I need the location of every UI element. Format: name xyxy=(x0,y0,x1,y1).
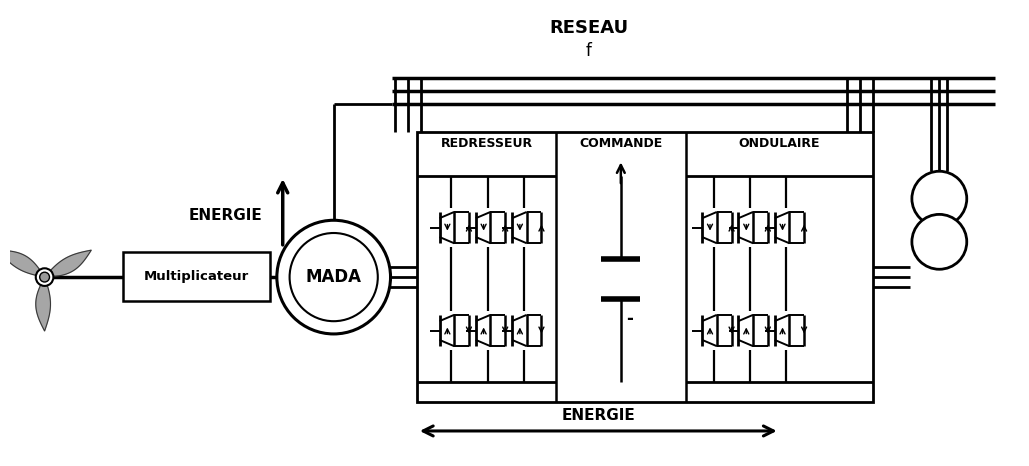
Text: RESEAU: RESEAU xyxy=(548,20,628,37)
Polygon shape xyxy=(36,277,50,331)
Text: ENERGIE: ENERGIE xyxy=(562,408,635,423)
Circle shape xyxy=(912,214,967,269)
Text: f: f xyxy=(586,42,592,60)
Polygon shape xyxy=(0,250,44,277)
Circle shape xyxy=(289,233,378,321)
Text: ENERGIE: ENERGIE xyxy=(189,208,262,223)
Text: -: - xyxy=(626,310,633,329)
Text: REDRESSEUR: REDRESSEUR xyxy=(440,137,533,151)
Bar xyxy=(123,252,270,301)
Bar xyxy=(417,132,873,402)
Circle shape xyxy=(912,171,967,226)
Polygon shape xyxy=(44,250,92,277)
Circle shape xyxy=(277,220,391,334)
Text: MADA: MADA xyxy=(306,268,361,286)
Text: ONDULAIRE: ONDULAIRE xyxy=(739,137,820,151)
Text: Multiplicateur: Multiplicateur xyxy=(144,270,249,282)
Circle shape xyxy=(36,268,54,286)
Circle shape xyxy=(40,272,49,282)
Text: COMMANDE: COMMANDE xyxy=(579,137,663,151)
